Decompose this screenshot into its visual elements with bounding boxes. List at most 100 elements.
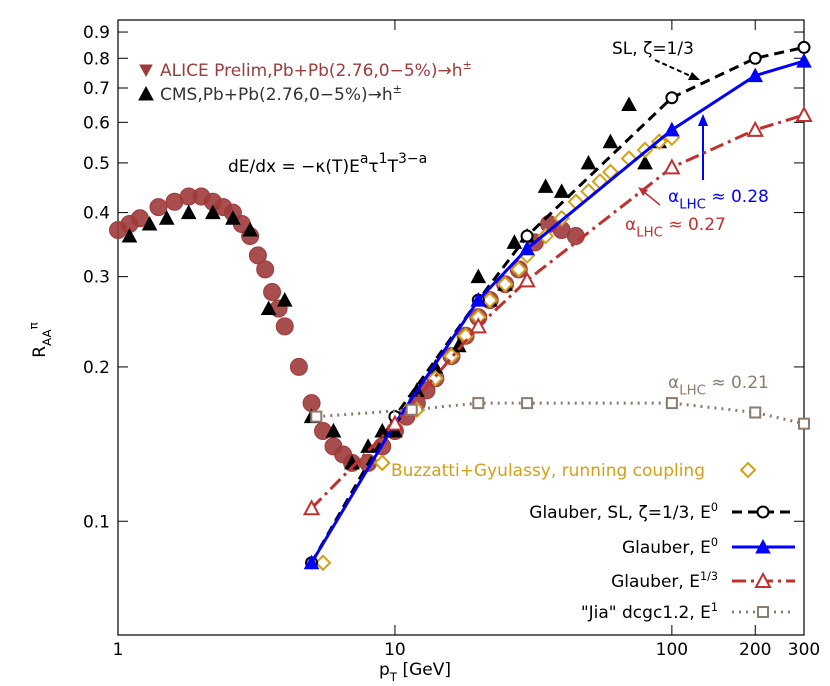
x-tick-label: 1 [113, 640, 124, 660]
legend-label-part: 0 [711, 536, 718, 549]
legend-label-part: 1/3 [700, 570, 718, 583]
data-point [519, 240, 535, 256]
y-tick-label: 0.9 [83, 23, 110, 43]
data-point [470, 292, 487, 307]
data-point [260, 300, 277, 316]
data-point [797, 40, 811, 54]
data-point [470, 268, 487, 284]
data-point [663, 158, 681, 175]
y-axis-label-part: R [30, 346, 50, 358]
data-point [141, 215, 158, 231]
annotation-part: α [625, 215, 636, 235]
legend-label-part: ± [393, 83, 402, 96]
data-point [180, 204, 197, 220]
data-point [302, 499, 321, 516]
y-tick-label: 0.7 [83, 79, 110, 99]
data-point [747, 67, 764, 83]
y-axis-label-part: π [26, 322, 40, 329]
data-point [314, 554, 332, 572]
series-line [310, 59, 805, 564]
data-point [506, 234, 523, 249]
data-point [553, 183, 570, 198]
y-axis-label-part: AA [40, 329, 54, 346]
annotation: αLHC ≈ 0.27 [625, 215, 726, 241]
annotation-part: τ [368, 157, 378, 177]
annotation-part: ≈ 0.21 [706, 373, 769, 393]
annotation-part: 1 [379, 151, 388, 167]
data-point [204, 204, 221, 220]
data-point [665, 91, 679, 105]
data-point [263, 283, 282, 302]
legend-label-part: Glauber, SL, ζ=1/3, E [529, 503, 711, 523]
data-point [256, 260, 275, 279]
legend-marker [756, 505, 770, 519]
y-tick-label: 0.4 [83, 204, 110, 224]
data-point [637, 154, 653, 170]
data-point [469, 317, 487, 334]
annotation: αLHC ≈ 0.28 [668, 187, 769, 213]
annotation-part: dE/dx = −κ(T)E [228, 157, 360, 177]
data-point [796, 53, 812, 68]
data-point [798, 417, 810, 430]
annotation-part: a [360, 151, 369, 167]
data-point [749, 406, 762, 419]
legend-label: CMS,Pb+Pb(2.76,0−5%)→h± [160, 83, 402, 105]
annotation-part: LHC [636, 226, 663, 241]
annotation-part: SL, ζ=1/3 [612, 39, 694, 59]
legend-label: Glauber, SL, ζ=1/3, E0 [529, 501, 718, 523]
data-point [521, 397, 534, 410]
data-point [664, 121, 680, 137]
y-tick-label: 0.6 [83, 113, 110, 133]
y-tick-label: 0.2 [83, 358, 110, 378]
data-point [310, 410, 323, 423]
data-point [289, 357, 308, 376]
legend-label-part: 1 [711, 601, 718, 614]
x-tick-label: 300 [788, 640, 820, 660]
arrow [643, 191, 661, 206]
arrow-head [688, 72, 700, 80]
data-point [520, 229, 534, 243]
legend-label: ALICE Prelim,Pb+Pb(2.76,0−5%)→h± [160, 59, 472, 81]
legend-label-part: "Jia" dcgc1.2, E [581, 603, 711, 623]
annotation-part: T [387, 157, 399, 177]
legend-marker [757, 606, 769, 618]
series-line [310, 45, 805, 564]
arrow-head [698, 114, 708, 126]
annotation: αLHC ≈ 0.21 [668, 373, 769, 399]
legend-label: Glauber, E1/3 [611, 570, 718, 592]
data-point [518, 271, 536, 288]
data-point [580, 154, 597, 170]
annotation: SL, ζ=1/3 [612, 39, 694, 59]
legend-label-part: ALICE Prelim,Pb+Pb(2.76,0−5%)→h [160, 61, 462, 81]
data-point [386, 414, 404, 431]
annotation-part: LHC [679, 198, 706, 213]
annotation-part: ≈ 0.27 [663, 215, 726, 235]
data-point [121, 228, 138, 243]
legend-label: Glauber, E0 [622, 536, 718, 558]
annotation-part: α [668, 373, 679, 393]
x-axis-label-part: [GeV] [397, 660, 451, 680]
legend-label-part: Buzzatti+Gyulassy, running coupling [391, 461, 705, 481]
data-point [276, 292, 293, 307]
data-point [748, 51, 762, 65]
legend-label: "Jia" dcgc1.2, E1 [581, 601, 718, 623]
data-point [472, 397, 485, 410]
x-axis-label-part: T [389, 670, 398, 682]
legend-marker [755, 538, 771, 554]
x-axis-label-part: p [379, 660, 390, 680]
y-axis-label: RAAπ [26, 322, 54, 358]
y-tick-label: 0.8 [83, 49, 110, 69]
legend-label-part: Glauber, E [611, 572, 700, 592]
plot-frame [117, 19, 805, 636]
data-point [496, 275, 514, 293]
data-point [149, 198, 168, 217]
data-point [303, 554, 320, 570]
annotation-part: ≈ 0.28 [706, 187, 769, 207]
data-point [242, 221, 258, 237]
y-tick-label: 0.1 [83, 512, 110, 532]
legend-label-part: ± [462, 59, 471, 72]
legend-marker [138, 85, 154, 101]
data-point [225, 210, 241, 225]
arrow [654, 59, 696, 79]
